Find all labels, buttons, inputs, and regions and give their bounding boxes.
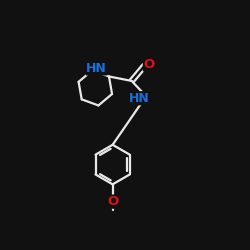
- Text: HN: HN: [129, 92, 150, 105]
- Text: O: O: [144, 58, 155, 71]
- Text: O: O: [107, 195, 118, 208]
- Text: HN: HN: [86, 62, 107, 75]
